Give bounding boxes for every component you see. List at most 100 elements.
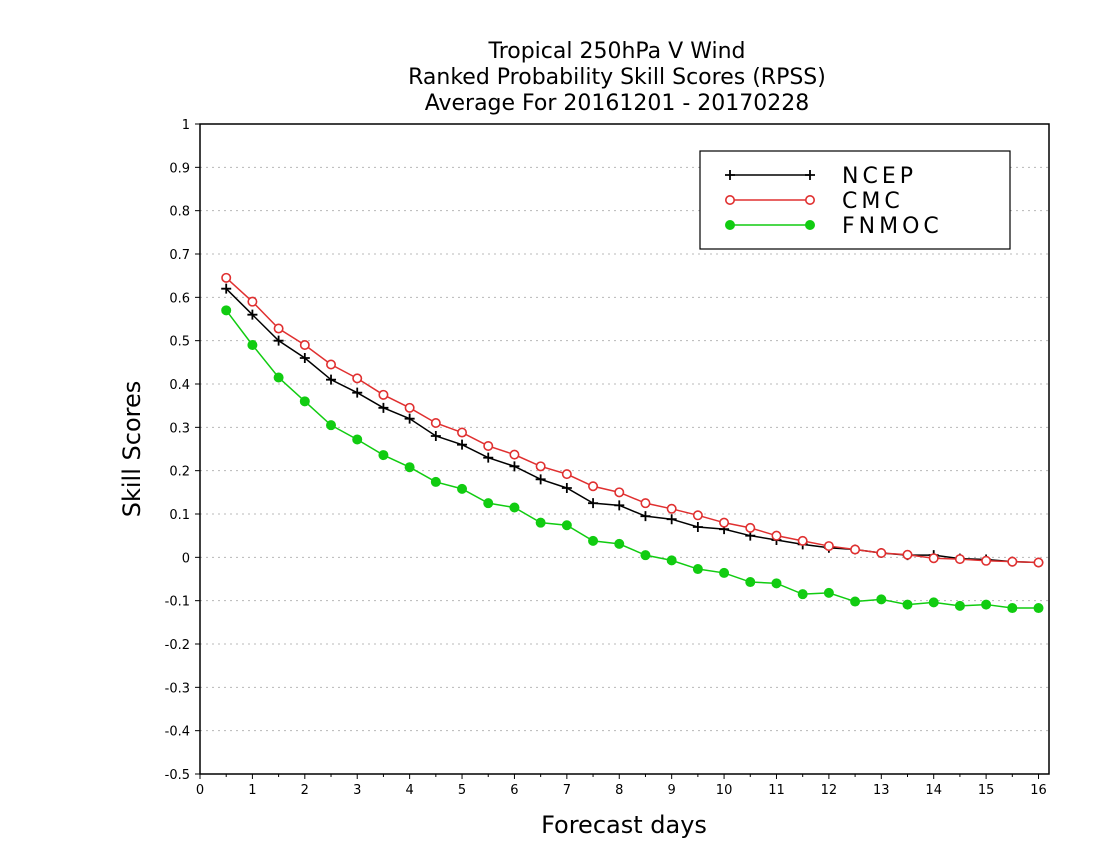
- y-tick-label: 0.5: [169, 335, 190, 350]
- legend-label: NCEP: [842, 164, 917, 189]
- data-point-fnmoc: [221, 305, 232, 316]
- x-tick-label: 12: [821, 783, 838, 798]
- y-axis-label: Skill Scores: [118, 381, 146, 518]
- data-point-fnmoc: [1007, 603, 1018, 614]
- data-point-fnmoc: [719, 567, 730, 578]
- data-point-fnmoc: [692, 564, 703, 575]
- legend-item-cmc: CMC: [724, 189, 900, 214]
- data-point-cmc: [378, 389, 389, 400]
- legend-marker: [804, 195, 815, 206]
- data-point-cmc: [640, 498, 651, 509]
- data-point-fnmoc: [876, 594, 887, 605]
- x-tick-label: 0: [196, 783, 204, 798]
- data-point-ncep: [221, 283, 232, 294]
- y-tick-label: 0: [182, 551, 190, 566]
- axis-ticks: -0.5 -0.4 -0.3 -0.2 -0.1 0 0.1 0.2 0.3 0.4 0.5 0.6 0…: [165, 118, 1047, 798]
- data-point-cmc: [928, 553, 939, 564]
- data-point-cmc: [614, 487, 625, 498]
- data-point-fnmoc: [771, 578, 782, 589]
- data-point-ncep: [561, 483, 572, 493]
- y-tick-label: -0.3: [165, 681, 190, 696]
- x-tick-label: 14: [925, 783, 942, 798]
- data-point-fnmoc: [247, 340, 258, 350]
- data-point-cmc: [404, 402, 415, 413]
- title-line: Ranked Probability Skill Scores (RPSS): [408, 65, 826, 90]
- data-point-fnmoc: [430, 476, 441, 487]
- data-point-fnmoc: [954, 600, 965, 611]
- data-point-ncep: [666, 514, 677, 525]
- data-point-cmc: [1033, 557, 1044, 568]
- data-point-fnmoc: [404, 462, 415, 473]
- series-line-cmc: [225, 277, 1039, 564]
- x-tick-label: 5: [458, 783, 466, 798]
- data-series: [221, 272, 1044, 614]
- data-point-fnmoc: [457, 483, 468, 494]
- y-tick-label: -0.5: [165, 768, 190, 783]
- data-point-cmc: [221, 272, 232, 283]
- x-tick-label: 16: [1030, 783, 1047, 798]
- series-fnmoc: [221, 305, 1044, 614]
- data-point-cmc: [771, 530, 782, 541]
- data-point-ncep: [247, 309, 258, 320]
- x-tick-label: 9: [668, 783, 676, 798]
- y-tick-label: 0.3: [169, 421, 190, 436]
- data-point-ncep: [404, 413, 415, 424]
- series-line-ncep: [225, 288, 1039, 564]
- data-point-cmc: [352, 373, 363, 384]
- data-point-cmc: [850, 544, 861, 555]
- x-tick-label: 11: [768, 783, 785, 798]
- legend-item-fnmoc: FNMOC: [725, 214, 943, 239]
- data-point-cmc: [561, 469, 572, 480]
- y-tick-label: 1: [182, 118, 190, 133]
- data-point-ncep: [326, 374, 337, 385]
- data-point-fnmoc: [483, 498, 494, 509]
- legend-marker: [805, 220, 815, 230]
- y-tick-label: 0.6: [169, 291, 190, 306]
- data-point-cmc: [588, 481, 599, 492]
- x-tick-label: 7: [563, 783, 571, 798]
- data-point-ncep: [273, 335, 284, 346]
- data-point-ncep: [614, 500, 625, 511]
- x-tick-label: 10: [716, 783, 733, 798]
- data-point-ncep: [483, 452, 494, 463]
- data-point-cmc: [876, 547, 887, 558]
- data-point-ncep: [640, 511, 651, 522]
- series-line-fnmoc: [225, 309, 1039, 609]
- data-point-fnmoc: [588, 535, 599, 546]
- series-cmc: [221, 272, 1044, 568]
- y-tick-label: 0.9: [169, 161, 190, 176]
- data-point-fnmoc: [850, 596, 861, 607]
- data-point-ncep: [692, 522, 703, 532]
- y-tick-label: 0.4: [169, 378, 190, 393]
- title-line: Average For 20161201 - 20170228: [425, 91, 810, 116]
- grid-lines: [200, 166, 1049, 732]
- data-point-cmc: [954, 554, 965, 565]
- data-point-cmc: [797, 535, 808, 546]
- data-point-fnmoc: [326, 420, 337, 431]
- y-tick-label: -0.1: [165, 595, 190, 610]
- y-tick-label: 0.7: [169, 248, 190, 263]
- data-point-fnmoc: [1033, 603, 1044, 614]
- data-point-ncep: [430, 431, 441, 441]
- data-point-fnmoc: [981, 599, 992, 610]
- data-point-cmc: [666, 503, 677, 514]
- data-point-ncep: [535, 474, 546, 485]
- data-point-ncep: [378, 402, 389, 413]
- data-point-fnmoc: [745, 577, 756, 588]
- data-point-ncep: [352, 387, 363, 398]
- y-tick-label: -0.2: [165, 638, 190, 653]
- data-point-fnmoc: [273, 372, 284, 383]
- data-point-cmc: [430, 417, 441, 428]
- series-ncep: [221, 283, 1044, 568]
- legend-item-ncep: NCEP: [725, 164, 917, 189]
- data-point-cmc: [981, 555, 992, 566]
- data-point-cmc: [483, 440, 494, 451]
- legend-marker: [725, 170, 735, 180]
- data-point-fnmoc: [902, 599, 913, 610]
- data-point-fnmoc: [928, 597, 939, 608]
- legend-label: FNMOC: [842, 214, 943, 239]
- data-point-fnmoc: [823, 587, 834, 598]
- y-tick-label: 0.2: [169, 465, 190, 480]
